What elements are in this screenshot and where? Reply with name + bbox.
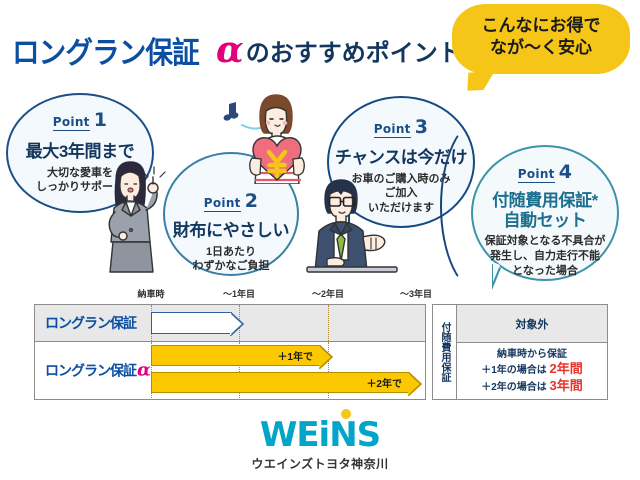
- point-3-label-word: Point: [373, 122, 411, 138]
- incidental-cost-panel: 付随費用保証 対象外 納車時から保証 ＋1年の場合は 2年間 ＋2年の場合は 3…: [432, 304, 608, 400]
- bar-tip-arrow: [230, 311, 244, 336]
- point-1-heading: 最大3年間まで: [25, 142, 135, 161]
- incidental-cost-line-2-prefix: ＋1年の場合は: [481, 364, 550, 376]
- woman-holding-yen-heart-illustration: [222, 92, 320, 189]
- weins-wordmark-text: WEiNS: [259, 415, 381, 455]
- chart-row-1-label: ロングラン保証: [45, 316, 137, 332]
- decorative-arc: [440, 118, 524, 294]
- point-3-body-line-3: いただけます: [368, 202, 434, 215]
- bar-alpha-plus2: ＋2年で: [151, 371, 422, 396]
- bar-longrun-1year: [151, 311, 244, 336]
- point-3-body-line-1: お車のご購入時のみ: [351, 172, 451, 185]
- point-3-body-line-2: ご加入: [384, 187, 418, 200]
- chart-row-longrun: ロングラン保証: [35, 305, 425, 342]
- point-2-label-number: 2: [244, 190, 259, 212]
- incidental-cost-line-3-value: 3年間: [549, 377, 583, 393]
- point-3-label-number: 3: [414, 116, 429, 138]
- bar-tip-arrow-plus2: [408, 371, 422, 396]
- incidental-cost-vertical-label: 付随費用保証: [433, 305, 457, 399]
- chart-axis-ticks: 納車時 ～1年目 ～2年目 ～3年目: [34, 287, 609, 304]
- highlight-speech-bubble: こんなにお得で なが～く安心: [452, 4, 630, 91]
- point-2-body-line-1: 1日あたり: [205, 245, 257, 258]
- point-4-bubble-tail-inner: [493, 262, 500, 282]
- weins-logo: WEiNS ウエインズトヨタ神奈川: [0, 409, 640, 472]
- incidental-cost-top-text: 対象外: [515, 318, 549, 331]
- point-4-label-number: 4: [558, 161, 573, 183]
- point-1-label-number: 1: [93, 109, 108, 131]
- point-4-body-line-3: となった場合: [512, 264, 578, 277]
- man-with-glasses-illustration: [305, 175, 399, 288]
- axis-tick-2: ～2年目: [311, 289, 345, 299]
- point-4-label: Point 4: [473, 161, 617, 183]
- point-2-heading: 財布にやさしい: [172, 221, 290, 240]
- chart-row-longrun-alpha: ロングラン保証α ＋1年で ＋2年で: [35, 342, 425, 398]
- point-2-body-line-2: わずかなご負担: [192, 260, 270, 273]
- chart-row-2-label-text: ロングラン保証: [45, 363, 137, 380]
- point-3-body: お車のご購入時のみ ご加入 いただけます: [329, 172, 473, 217]
- speech-bubble-line-1: こんなにお得で: [481, 16, 601, 35]
- bar-alpha-plus1: ＋1年で: [151, 344, 333, 369]
- point-2-body: 1日あたり わずかなご負担: [165, 245, 297, 275]
- weins-wordmark: WEiNS: [259, 409, 381, 455]
- axis-tick-0: 納車時: [137, 289, 165, 299]
- gridline-4: [239, 342, 240, 398]
- point-3-heading: チャンスは今だけ: [334, 148, 468, 167]
- gridline-5: [328, 342, 329, 398]
- point-4-heading-line-2: 自動セット: [503, 210, 587, 230]
- gridline-3: [151, 342, 152, 398]
- point-1-card: Point 1 最大3年間まで 大切な愛車を しっかりサポート: [6, 93, 154, 213]
- bar-alpha-plus2-label: ＋2年で: [366, 379, 402, 390]
- incidental-cost-bottom-cell: 納車時から保証 ＋1年の場合は 2年間 ＋2年の場合は 3年間: [457, 343, 607, 399]
- chart-plot-area: ロングラン保証 ロングラン保証α ＋1: [34, 304, 426, 400]
- point-3-label: Point 3: [329, 116, 473, 138]
- speech-bubble-tail: [467, 71, 495, 91]
- point-4-label-word: Point: [517, 167, 555, 183]
- logo-dot-icon: [341, 409, 352, 419]
- speech-bubble-text: こんなにお得で なが～く安心: [452, 4, 630, 59]
- warranty-timeline-chart: 納車時 ～1年目 ～2年目 ～3年目 ロングラン保証: [34, 287, 609, 405]
- incidental-cost-line-1: 納車時から保証: [497, 348, 567, 360]
- incidental-cost-line-3-prefix: ＋2年の場合は: [481, 381, 550, 393]
- yen-symbol-icon: [266, 149, 288, 179]
- incidental-cost-vertical-text: 付随費用保証: [439, 322, 450, 382]
- point-1-label-word: Point: [52, 115, 90, 131]
- incidental-cost-top-cell: 対象外: [457, 305, 607, 343]
- point-1-body-line-2: しっかりサポート: [36, 181, 124, 194]
- gridline-2: [328, 305, 329, 341]
- point-1-label: Point 1: [8, 109, 152, 131]
- point-2-label-word: Point: [203, 196, 241, 212]
- speech-bubble-line-2: なが～く安心: [490, 37, 592, 57]
- axis-tick-3: ～3年目: [399, 289, 433, 299]
- weins-subtitle: ウエインズトヨタ神奈川: [251, 457, 389, 471]
- point-1-body: 大切な愛車を しっかりサポート: [8, 166, 152, 196]
- axis-tick-1: ～1年目: [222, 289, 256, 299]
- bar-alpha-plus1-label: ＋1年で: [277, 352, 313, 363]
- title-suffix: のおすすめポイント: [245, 39, 462, 67]
- page-title: ロングラン保証 αのおすすめポイント: [12, 28, 462, 72]
- point-2-label: Point 2: [165, 190, 297, 212]
- title-brand: ロングラン保証: [12, 36, 200, 71]
- incidental-cost-line-2-value: 2年間: [549, 360, 583, 376]
- chart-row-2-label: ロングラン保証α: [45, 359, 151, 381]
- incidental-cost-line-3: ＋2年の場合は 3年間: [481, 378, 583, 395]
- incidental-cost-line-2: ＋1年の場合は 2年間: [481, 361, 583, 378]
- chart-row-2-alpha-glyph: α: [137, 359, 151, 381]
- woman-in-suit-illustration: [96, 158, 170, 281]
- bar-tip-arrow-plus1: [319, 344, 333, 369]
- incidental-cost-cells: 対象外 納車時から保証 ＋1年の場合は 2年間 ＋2年の場合は 3年間: [457, 305, 607, 399]
- music-note-icon: [223, 102, 239, 121]
- title-alpha-glyph: α: [216, 29, 244, 71]
- point-1-body-line-1: 大切な愛車を: [47, 166, 113, 179]
